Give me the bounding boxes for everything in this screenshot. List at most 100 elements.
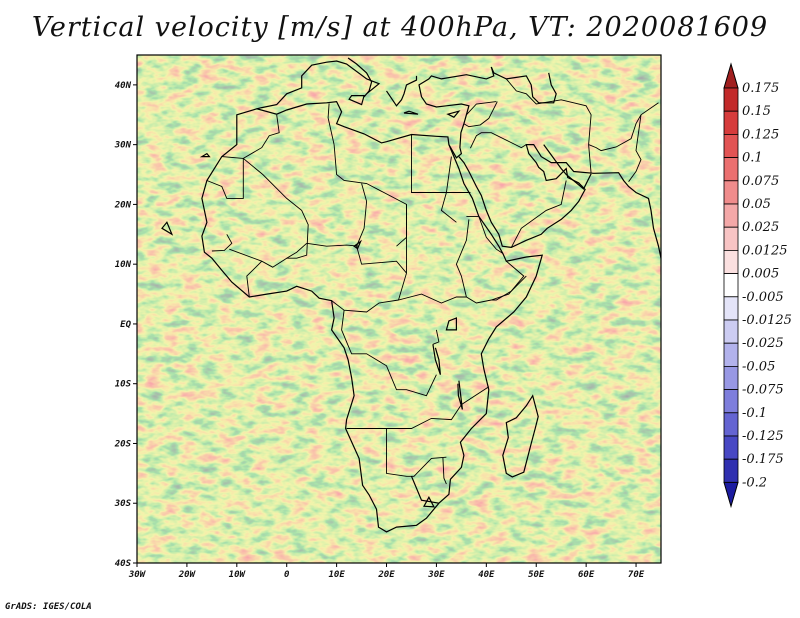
colorbar-swatch <box>723 87 739 112</box>
country-border <box>386 428 447 477</box>
colorbar-swatch <box>723 133 739 158</box>
levant-anatolia-coastline <box>418 66 495 159</box>
x-tick-label: 30W <box>128 570 147 580</box>
africa-coastline <box>201 100 544 533</box>
country-border <box>246 260 263 298</box>
country-border <box>466 101 497 116</box>
country-border <box>211 234 233 252</box>
colorbar-label: -0.1 <box>742 406 767 421</box>
colorbar-swatch <box>723 157 739 182</box>
country-border <box>341 310 437 397</box>
colorbar-swatch <box>723 296 739 321</box>
plot-title: Vertical velocity [m/s] at 400hPa, VT: 2… <box>31 12 769 43</box>
colorbar-label: -0.05 <box>742 359 775 374</box>
colorbar: 0.175 0.15 0.125 0.1 0.075 0.05 0.025 0.0125 0.0… <box>723 62 792 509</box>
colorbar-swatch <box>723 110 739 135</box>
country-border <box>221 156 309 259</box>
colorbar-swatch <box>723 389 739 414</box>
country-border <box>206 158 244 199</box>
lake-tanganyika <box>432 344 441 375</box>
colorbar-label: -0.2 <box>742 475 767 490</box>
colorbar-label: 0.125 <box>742 127 779 142</box>
y-tick-label: EQ <box>120 320 131 330</box>
colorbar-label: -0.025 <box>742 336 784 351</box>
x-tick-label: 60E <box>578 570 595 580</box>
country-border <box>397 204 527 304</box>
x-axis-ticks: 30W 20W 10W 0 10E 20E 30E 40E 50E 60E 70E <box>128 563 645 580</box>
canary-islands <box>199 152 211 158</box>
arabia-coastline <box>458 144 661 259</box>
country-border <box>327 103 335 145</box>
colorbar-max-arrow <box>723 62 739 89</box>
lesotho <box>423 496 435 508</box>
colorbar-label: -0.175 <box>742 452 784 467</box>
plot-frame <box>136 54 662 564</box>
country-border <box>440 156 457 223</box>
colorbar-label: 0.175 <box>742 81 779 96</box>
country-border <box>588 102 659 152</box>
colorbar-swatch <box>723 458 739 483</box>
colorbar-swatch <box>723 412 739 437</box>
colorbar-swatch <box>723 365 739 390</box>
x-tick-label: 0 <box>284 570 290 580</box>
lesotho-border <box>410 476 440 504</box>
y-tick-label: 40N <box>115 81 132 91</box>
lake-victoria <box>445 317 457 331</box>
colorbar-swatch <box>723 273 739 298</box>
country-border <box>469 132 527 149</box>
x-tick-label: 20E <box>377 570 395 580</box>
y-tick-label: 40S <box>115 559 132 569</box>
colorbar-min-arrow <box>723 481 739 509</box>
country-border <box>463 101 498 128</box>
lake-malawi <box>457 380 463 410</box>
country-border <box>243 114 280 159</box>
persian-gulf-coastline <box>543 144 592 190</box>
x-tick-label: 10E <box>328 570 345 580</box>
colorbar-label: -0.005 <box>742 290 784 305</box>
y-tick-label: 20S <box>114 439 132 449</box>
europe-coastline <box>256 57 381 110</box>
caspian-coastline <box>490 66 557 104</box>
sicily-coastline <box>348 95 365 106</box>
grads-credit: GrADS: IGES/COLA <box>5 602 92 612</box>
y-tick-label: 20N <box>114 200 132 210</box>
colorbar-label: 0.05 <box>742 197 771 212</box>
colorbar-label: 0.025 <box>742 220 779 235</box>
country-border <box>455 219 470 298</box>
x-tick-label: 20W <box>178 570 197 580</box>
y-tick-label: 30S <box>114 499 132 509</box>
country-border <box>510 180 567 248</box>
x-tick-label: 10W <box>229 570 247 580</box>
colorbar-label: -0.0125 <box>742 313 792 328</box>
x-tick-label: 50E <box>528 570 545 580</box>
map-figure: 30W 20W 10W 0 10E 20E 30E 40E 50E 60E 70E 40N 30N 20… <box>114 54 792 580</box>
country-border <box>306 242 360 247</box>
colorbar-swatch <box>723 342 739 367</box>
x-tick-label: 30E <box>427 570 445 580</box>
country-border <box>466 215 504 254</box>
madagascar-coastline <box>502 394 539 478</box>
colorbar-swatch <box>723 226 739 251</box>
country-borders <box>206 78 659 485</box>
colorbar-label: -0.125 <box>742 429 784 444</box>
colorbar-swatch <box>723 435 739 460</box>
country-border <box>628 114 642 182</box>
colorbar-label: 0.075 <box>742 174 779 189</box>
country-border <box>331 299 399 313</box>
country-border <box>432 329 440 345</box>
cyprus-coastline <box>446 110 461 118</box>
y-tick-label: 30N <box>114 141 132 151</box>
x-tick-label: 40E <box>478 570 495 580</box>
y-axis-ticks: 40N 30N 20N 10N EQ 10S 20S 30S 40S <box>114 81 137 569</box>
colorbar-label: 0.1 <box>742 151 763 166</box>
colorbar-label: 0.0125 <box>742 243 788 258</box>
country-border <box>411 134 471 193</box>
y-tick-label: 10N <box>115 260 132 270</box>
y-tick-label: 10S <box>115 380 132 390</box>
crete-coastline <box>403 110 419 115</box>
vertical-velocity-field <box>137 55 661 563</box>
country-border <box>229 242 307 268</box>
cape-verde <box>161 221 174 236</box>
x-tick-label: 70E <box>628 570 645 580</box>
country-border <box>442 457 447 485</box>
